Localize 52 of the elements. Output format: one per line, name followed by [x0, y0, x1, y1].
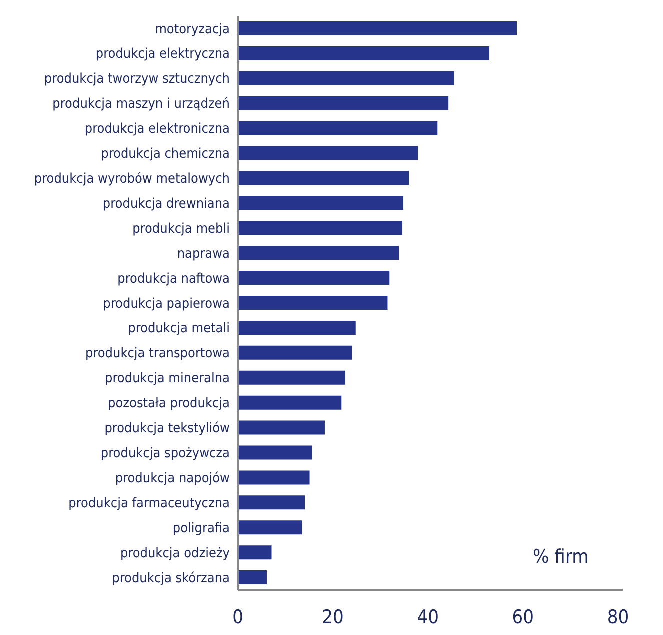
y-tick-label: produkcja napojów: [115, 470, 230, 486]
y-tick-label: produkcja drewniana: [102, 196, 230, 212]
y-tick-label: produkcja spożywcza: [100, 446, 230, 462]
y-tick-label: naprawa: [177, 246, 230, 262]
bar: [238, 520, 302, 535]
bar: [238, 420, 325, 435]
y-tick-label: produkcja odzieży: [120, 545, 230, 562]
y-tick-label: produkcja metali: [128, 320, 230, 337]
y-tick-label: produkcja tekstyliów: [104, 420, 230, 437]
bar: [238, 570, 267, 585]
y-tick-label: produkcja skórzana: [112, 570, 230, 586]
y-tick-label: produkcja papierowa: [103, 296, 230, 312]
bar: [238, 546, 272, 560]
y-tick-label: produkcja farmaceutyczna: [68, 495, 230, 512]
bar: [238, 296, 388, 310]
x-tick-label: 40: [417, 606, 439, 628]
bar: [238, 271, 390, 286]
x-tick-label: 0: [232, 606, 244, 628]
y-tick-label: produkcja elektroniczna: [84, 121, 230, 138]
annotation: % firm: [533, 546, 589, 568]
bar: [238, 320, 356, 335]
y-tick-label: produkcja tworzyw sztucznych: [44, 71, 230, 88]
y-tick-label: pozostała produkcja: [108, 396, 230, 412]
bar: [238, 21, 518, 36]
bar: [238, 370, 346, 385]
bar: [238, 146, 418, 160]
y-tick-label: produkcja mebli: [132, 220, 230, 237]
bar: [238, 446, 312, 460]
bar: [238, 346, 352, 360]
bar: [238, 396, 342, 410]
x-tick-label: 80: [607, 606, 630, 628]
bar: [238, 246, 400, 260]
bar: [238, 196, 404, 210]
y-tick-label: produkcja wyrobów metalowych: [34, 171, 230, 188]
y-tick-label: produkcja naftowa: [118, 270, 230, 287]
y-tick-label: produkcja mineralna: [105, 370, 230, 387]
bar: [238, 496, 306, 510]
bar: [238, 46, 490, 60]
y-tick-label: produkcja transportowa: [85, 346, 230, 362]
y-tick-label: poligrafia: [172, 520, 230, 536]
bar: [238, 71, 454, 86]
y-tick-label: produkcja maszyn i urządzeń: [52, 96, 230, 112]
y-tick-label: motoryzacja: [155, 21, 230, 38]
bar: [238, 221, 402, 236]
bar: [238, 121, 438, 136]
bar: [238, 96, 449, 110]
bar: [238, 470, 310, 485]
bar: [238, 171, 410, 186]
y-tick-label: produkcja chemiczna: [101, 146, 230, 162]
x-tick-label: 60: [512, 606, 534, 628]
x-tick-label: 20: [322, 606, 344, 628]
y-tick-label: produkcja elektryczna: [96, 46, 230, 62]
